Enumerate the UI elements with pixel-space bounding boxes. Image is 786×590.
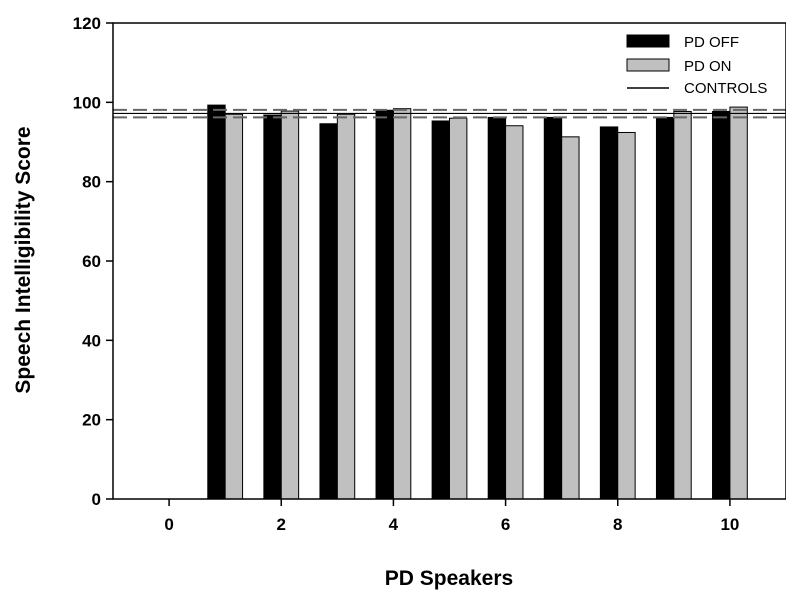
x-tick-label: 6: [501, 515, 510, 534]
x-tick-label: 10: [720, 515, 739, 534]
bar-pd-on-7: [561, 136, 580, 500]
bar-pd-on-5: [449, 117, 468, 500]
x-tick-label: 2: [277, 515, 286, 534]
bar-pd-off-3: [319, 123, 338, 500]
legend-swatch-pd-off: [626, 34, 670, 48]
x-tick-label: 0: [164, 515, 173, 534]
y-axis-title: Speech Intelligibility Score: [12, 126, 35, 393]
controls-reference-lines: [113, 108, 786, 119]
bar-pd-off-5: [431, 120, 450, 500]
legend-label-pd-off: PD OFF: [684, 34, 739, 51]
y-axis-ticks: 0 20 40 60 80 100 120: [73, 14, 113, 509]
bar-pd-off-10: [712, 110, 731, 500]
bar-group: [207, 104, 748, 500]
legend-swatch-pd-on: [626, 58, 670, 72]
y-tick-label: 60: [82, 252, 101, 271]
legend-label-controls: CONTROLS: [684, 80, 767, 97]
bar-pd-off-8: [599, 126, 619, 500]
y-tick-label: 100: [73, 93, 101, 112]
bar-pd-on-3: [336, 113, 356, 500]
y-tick-label: 40: [82, 331, 101, 350]
y-tick-label: 0: [92, 490, 101, 509]
bar-pd-on-4: [392, 108, 412, 500]
legend-label-pd-on: PD ON: [684, 58, 732, 75]
bar-pd-off-9: [655, 116, 675, 500]
x-tick-label: 4: [389, 515, 399, 534]
x-axis-title: PD Speakers: [385, 567, 513, 590]
bar-pd-on-6: [505, 125, 524, 500]
bar-pd-on-9: [673, 110, 692, 500]
bar-pd-off-4: [375, 109, 394, 500]
bar-pd-on-10: [729, 106, 748, 500]
x-axis-ticks: 0 2 4 6 8 10: [164, 499, 739, 534]
bar-pd-off-1: [207, 104, 226, 500]
bar-pd-off-7: [543, 116, 563, 500]
legend: PD OFF PD ON CONTROLS: [626, 34, 767, 97]
bar-pd-on-1: [224, 113, 244, 500]
y-tick-label: 80: [82, 173, 101, 192]
x-tick-label: 8: [613, 515, 622, 534]
bar-pd-on-2: [280, 110, 300, 500]
bar-pd-on-8: [617, 131, 636, 500]
y-tick-label: 20: [82, 411, 101, 430]
y-tick-label: 120: [73, 14, 101, 33]
bar-pd-off-6: [487, 116, 507, 500]
bar-pd-off-2: [263, 114, 282, 500]
